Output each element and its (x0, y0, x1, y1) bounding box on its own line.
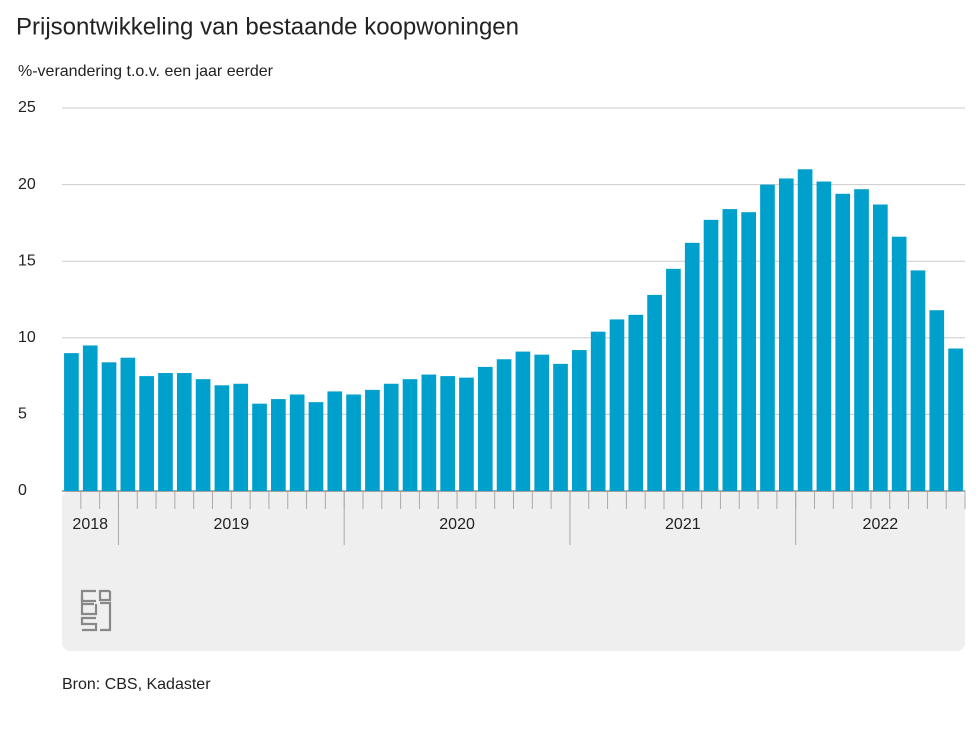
source: Bron: CBS, Kadaster (62, 676, 211, 693)
y-tick-label: 10 (18, 329, 36, 346)
chart-title: Prijsontwikkeling van bestaande koopwoni… (16, 13, 519, 40)
bar (459, 377, 474, 491)
bar (327, 391, 343, 491)
bar (722, 209, 738, 491)
bar (496, 359, 512, 491)
bar (534, 354, 550, 491)
bar (553, 363, 568, 491)
x-tick-label: 2022 (863, 516, 899, 533)
bar (835, 193, 851, 492)
bar (64, 353, 79, 491)
bar (477, 366, 493, 491)
bar (346, 394, 361, 491)
bar (948, 348, 963, 491)
x-tick-label: 2018 (72, 516, 108, 533)
bar (365, 389, 380, 491)
bar (252, 403, 267, 491)
bar (289, 394, 305, 491)
bar (308, 402, 324, 491)
x-tick-label: 2020 (439, 516, 475, 533)
bar (609, 319, 625, 491)
y-tick-label: 20 (18, 176, 36, 193)
bar (271, 399, 286, 491)
bar (684, 242, 700, 491)
bar (929, 310, 945, 491)
bar (910, 270, 926, 491)
bar (195, 379, 211, 491)
bar (383, 383, 399, 491)
bar (515, 351, 531, 491)
bar (101, 362, 117, 491)
bar (628, 314, 644, 491)
chart-subtitle: %-verandering t.o.v. een jaar eerder (18, 63, 274, 80)
axis-panel (62, 491, 965, 651)
bar (873, 204, 888, 492)
bar (854, 189, 869, 492)
bar (797, 169, 813, 491)
bar (778, 178, 794, 492)
bar (158, 373, 173, 491)
y-tick-label: 15 (18, 252, 36, 269)
bar (741, 212, 756, 491)
bar (891, 236, 907, 491)
bar (214, 385, 230, 491)
bar (139, 376, 154, 491)
bar (760, 184, 775, 491)
y-tick-label: 5 (18, 406, 27, 423)
bar (572, 350, 587, 491)
bar (703, 219, 719, 491)
y-tick-label: 0 (18, 482, 27, 499)
bar (120, 357, 136, 491)
bar (421, 374, 437, 491)
bar (402, 379, 418, 491)
bar (666, 268, 681, 491)
cbs-logo (80, 589, 112, 632)
bar (816, 181, 832, 491)
x-tick-label: 2019 (214, 516, 250, 533)
bar (233, 383, 249, 491)
bar (647, 294, 662, 491)
y-tick-label: 25 (18, 99, 36, 116)
bar (176, 373, 192, 491)
bar (82, 345, 98, 491)
bar (440, 376, 455, 491)
x-tick-label: 2021 (665, 516, 701, 533)
bar (590, 331, 606, 491)
